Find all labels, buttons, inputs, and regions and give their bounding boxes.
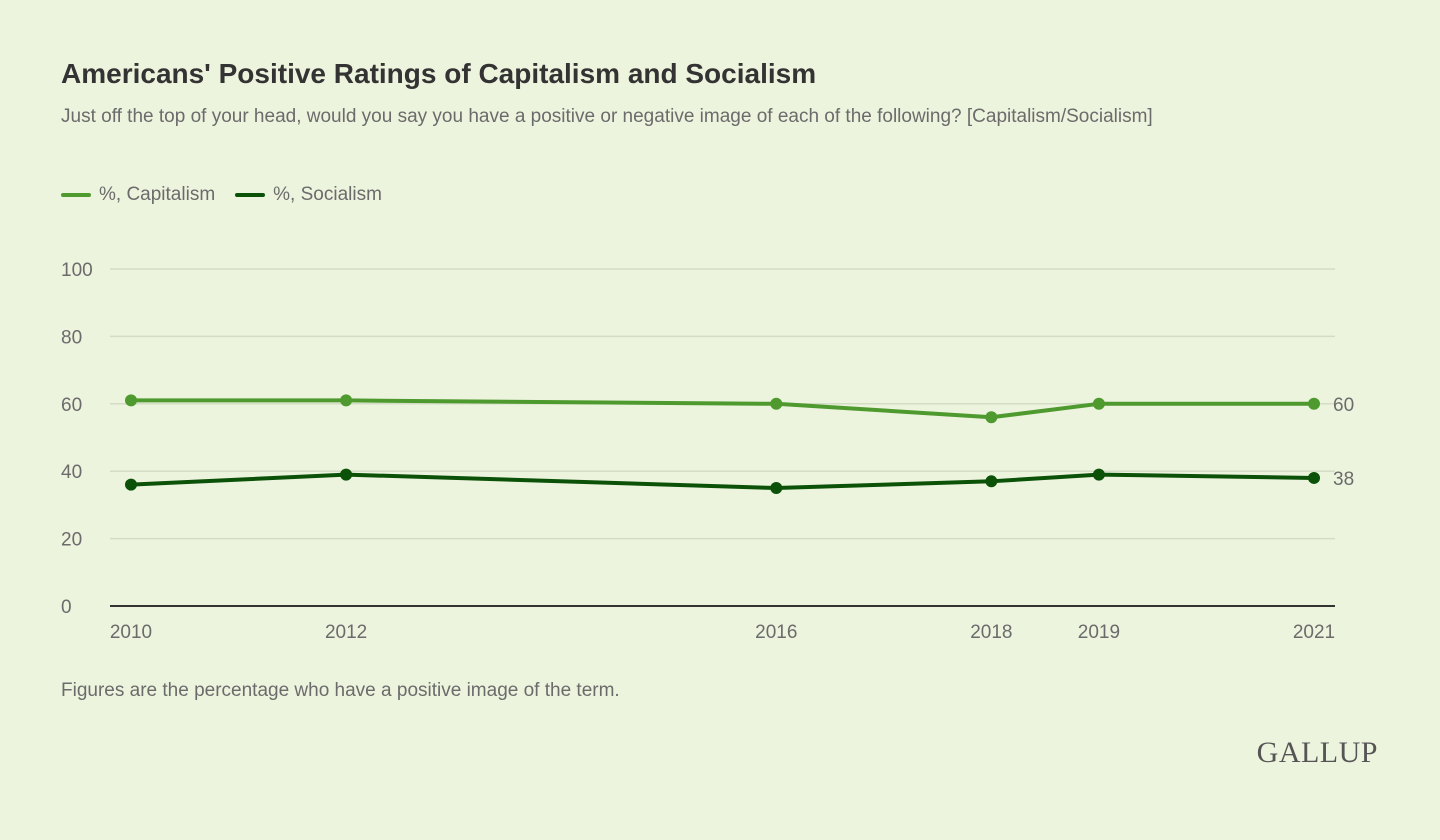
- data-point: [770, 397, 783, 410]
- x-tick-label: 2021: [1293, 622, 1335, 643]
- y-tick-label: 20: [61, 530, 82, 551]
- legend-swatch-capitalism: [61, 193, 91, 197]
- chart-subtitle: Just off the top of your head, would you…: [61, 106, 1153, 127]
- legend-item-capitalism: %, Capitalism: [61, 184, 215, 206]
- data-point: [125, 394, 137, 407]
- end-label: 60: [1333, 395, 1354, 416]
- x-tick-label: 2018: [970, 622, 1012, 643]
- legend-item-socialism: %, Socialism: [235, 184, 382, 206]
- chart-note: Figures are the percentage who have a po…: [61, 680, 620, 701]
- y-tick-label: 80: [61, 327, 82, 348]
- y-tick-label: 60: [61, 395, 82, 416]
- data-point: [1092, 468, 1105, 481]
- y-tick-label: 40: [61, 462, 82, 483]
- chart-title: Americans' Positive Ratings of Capitalis…: [61, 58, 817, 89]
- x-tick-label: 2016: [755, 622, 797, 643]
- data-point: [770, 482, 783, 495]
- x-tick-label: 2019: [1078, 622, 1120, 643]
- data-point: [125, 478, 137, 491]
- legend-label: %, Socialism: [273, 184, 382, 205]
- x-tick-label: 2010: [110, 622, 152, 643]
- data-point: [1308, 471, 1320, 484]
- series-line-capitalism: [131, 398, 1314, 420]
- data-point: [340, 468, 353, 481]
- y-tick-label: 100: [61, 260, 93, 281]
- legend-swatch-socialism: [235, 193, 266, 197]
- data-point: [1308, 397, 1320, 410]
- legend-label: %, Capitalism: [99, 184, 216, 205]
- gallup-logo: GALLUP: [1256, 736, 1378, 769]
- data-point: [985, 411, 998, 424]
- legend: %, Capitalism %, Socialism: [61, 184, 382, 206]
- data-point: [985, 475, 998, 488]
- data-point: [340, 394, 353, 407]
- series-line-socialism: [130, 472, 1315, 491]
- data-point: [1092, 397, 1105, 410]
- x-tick-label: 2012: [325, 622, 367, 643]
- end-label: 38: [1333, 469, 1354, 490]
- y-tick-label: 0: [61, 597, 72, 618]
